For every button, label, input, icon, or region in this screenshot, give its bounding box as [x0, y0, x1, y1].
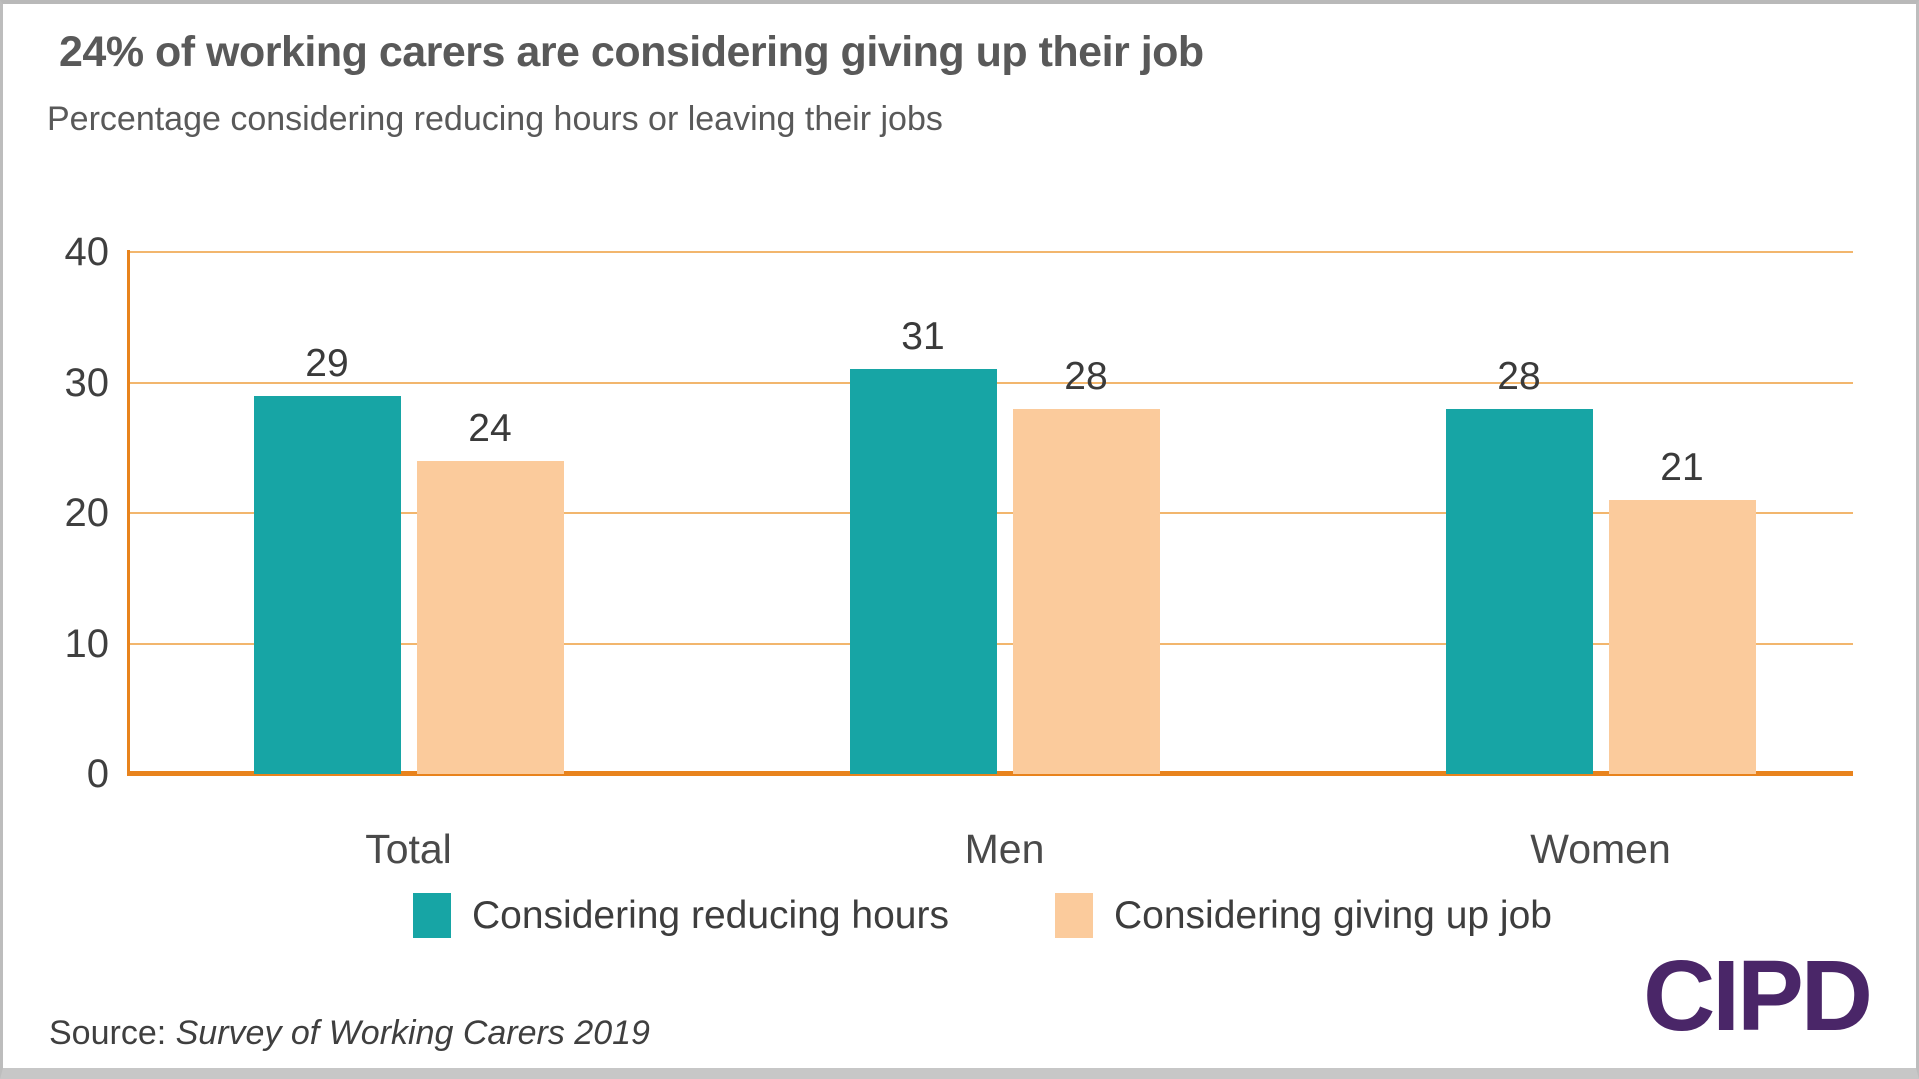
category-label-total: Total: [365, 826, 452, 872]
gridline-40: [127, 251, 1853, 253]
bar-value-label: 28: [1064, 354, 1108, 398]
y-tick-label: 40: [64, 230, 110, 274]
category-label-men: Men: [964, 826, 1045, 872]
y-axis-line: [127, 250, 130, 774]
source-name: Survey of Working Carers 2019: [175, 1014, 650, 1052]
y-tick-label: 20: [64, 491, 110, 535]
y-tick-label: 10: [64, 621, 110, 666]
bar-value-label: 31: [901, 315, 945, 359]
legend-swatch-giving-up-job: [1055, 893, 1093, 938]
y-tick-label: 30: [64, 360, 110, 405]
chart-subtitle: Percentage considering reducing hours or…: [47, 100, 943, 138]
plot-area: 0 10 20 30 40 29 24 Total 31 28 Men 28 21 Women: [65, 230, 1853, 872]
bar-men-series1: [849, 369, 997, 774]
bar-total-series1: [253, 395, 401, 774]
legend-item-giving-up-job: Considering giving up job: [1055, 893, 1552, 938]
legend-label: Considering giving up job: [1114, 893, 1552, 937]
bar-total-series2: [416, 460, 564, 774]
legend-swatch-reducing-hours: [413, 893, 451, 938]
bar-women-series1: [1445, 408, 1593, 774]
chart-title: 24% of working carers are considering gi…: [59, 28, 1204, 76]
bar-value-label: 29: [305, 341, 349, 385]
bar-value-label: 21: [1660, 445, 1704, 489]
bar-value-label: 24: [468, 406, 512, 450]
cipd-logo: CIPD: [1643, 940, 1873, 1052]
bar-women-series2: [1608, 499, 1756, 774]
bar-value-label: 28: [1497, 354, 1541, 398]
y-tick-label: 0: [86, 752, 109, 796]
source-text: Source: Survey of Working Carers 2019: [49, 1014, 650, 1053]
legend-label: Considering reducing hours: [472, 893, 949, 937]
source-prefix: Source:: [49, 1014, 176, 1052]
bar-men-series2: [1012, 408, 1160, 774]
legend-item-reducing-hours: Considering reducing hours: [413, 893, 949, 938]
category-label-women: Women: [1530, 826, 1671, 872]
